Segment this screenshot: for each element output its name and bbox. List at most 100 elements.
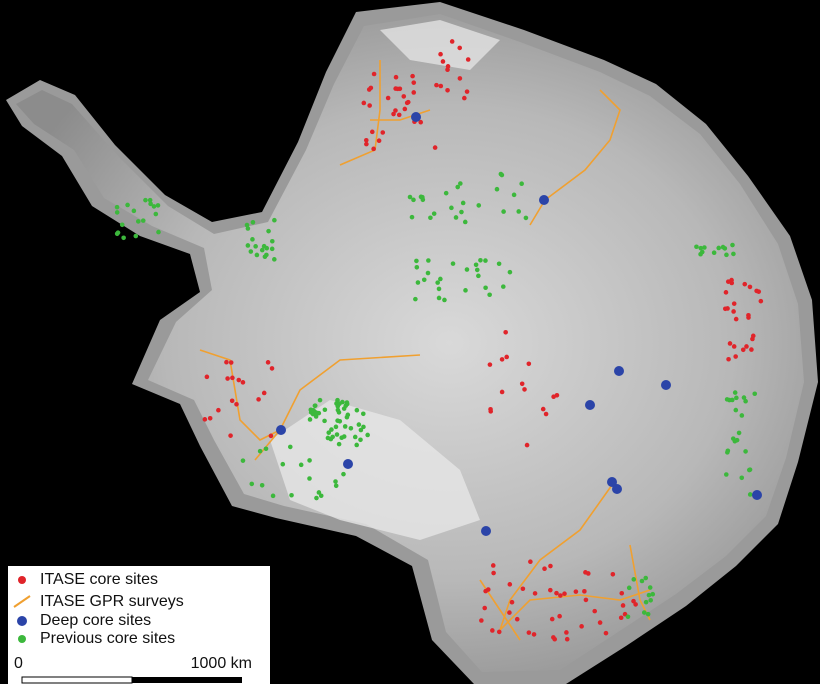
itase-site [742,281,748,287]
itase-site [740,347,746,353]
previous-site [322,418,327,424]
previous-site [249,481,255,487]
previous-site [425,270,431,276]
previous-site [287,444,293,450]
previous-site [259,482,265,488]
previous-site [311,407,316,413]
itase-site [499,357,505,362]
previous-site [313,414,319,419]
previous-site [115,230,121,235]
deep-core-site [585,400,595,410]
itase-site [234,401,239,407]
previous-site [269,246,275,252]
itase-site [445,67,450,73]
itase-site [496,629,502,635]
previous-site [436,286,442,292]
previous-site [459,209,464,215]
previous-site [307,417,313,422]
itase-site [396,112,402,118]
itase-site [411,80,417,85]
previous-site [436,295,442,301]
itase-site [465,57,471,62]
itase-site [503,330,508,335]
itase-site [261,390,267,396]
itase-site [507,582,513,587]
previous-site [153,211,159,217]
itase-site [371,71,377,77]
previous-site [500,284,506,289]
itase-site [490,628,495,633]
itase-site [504,354,509,360]
previous-site [716,245,722,251]
previous-site [148,201,153,207]
itase-site [228,433,233,438]
itase-site [236,377,242,383]
itase-site [202,417,208,422]
previous-site [639,578,645,584]
itase-site [216,407,221,413]
previous-site [356,422,362,427]
previous-site [114,210,120,215]
previous-site [259,247,265,253]
itase-site [747,284,753,290]
previous-site [736,430,742,436]
previous-site [334,432,340,437]
itase-site [582,589,587,594]
itase-site [449,39,455,44]
previous-site [248,249,254,254]
itase-site [269,366,275,371]
previous-site [254,252,260,258]
previous-site [262,254,268,260]
previous-site [245,226,251,231]
previous-site [245,243,251,248]
previous-site [155,203,161,208]
itase-site [526,361,532,367]
itase-site [395,86,400,92]
previous-site [733,407,739,413]
previous-site [415,280,421,285]
itase-site [376,138,382,144]
previous-site [483,258,488,263]
itase-site [432,145,438,150]
previous-site [643,599,649,605]
itase-site [240,380,246,385]
previous-site [648,598,653,603]
itase-site [520,586,526,592]
previous-site [483,285,488,291]
itase-site [363,138,369,143]
deep-core-site [539,195,549,205]
itase-site [367,103,372,108]
previous-site [316,490,322,495]
itase-site [619,590,625,596]
previous-site [342,424,348,429]
previous-site [280,461,286,467]
previous-site [253,244,258,249]
deep-core-site [411,112,421,122]
previous-site [270,493,276,499]
previous-site [272,257,277,262]
itase-site [597,620,603,625]
itase-site [733,354,738,359]
itase-site [540,406,546,412]
previous-site [730,242,735,248]
previous-site [322,407,328,413]
previous-site [739,475,745,481]
previous-site [476,203,482,208]
itase-site [440,59,446,64]
itase-site [631,598,636,604]
previous-site [499,172,505,178]
previous-site [307,458,312,463]
itase-site [514,616,520,622]
previous-site [272,217,277,223]
previous-site [409,214,415,220]
previous-site [413,296,418,302]
previous-site [151,204,157,209]
previous-site [463,288,468,293]
itase-site [401,94,407,99]
previous-site [724,252,729,258]
legend-box [8,566,270,684]
previous-site [133,233,139,239]
previous-site [641,610,647,615]
itase-site [224,359,229,365]
previous-site [741,395,747,400]
